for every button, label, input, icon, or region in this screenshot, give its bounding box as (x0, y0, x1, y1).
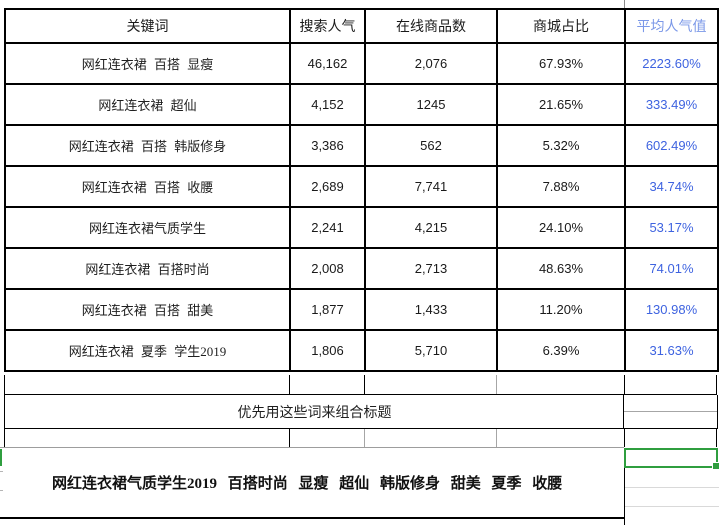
side-cells[interactable] (623, 395, 718, 429)
col-header-avg-popularity[interactable]: 平均人气值 (624, 8, 719, 44)
cell-keyword[interactable]: 网红连衣裙气质学生 (4, 206, 291, 249)
cell-mall-share[interactable]: 21.65% (496, 83, 626, 126)
cell-search-popularity[interactable]: 1,877 (289, 288, 366, 331)
cell-search-popularity[interactable]: 4,152 (289, 83, 366, 126)
cell-keyword[interactable]: 网红连衣裙 百搭 韩版修身 (4, 124, 291, 167)
grid-line (0, 447, 624, 448)
hint-row: 优先用这些词来组合标题 (4, 395, 718, 429)
cell-avg-popularity[interactable]: 333.49% (624, 83, 719, 126)
cell-keyword[interactable]: 网红连衣裙 夏季 学生2019 (4, 329, 291, 372)
cell-online-products[interactable]: 7,741 (364, 165, 498, 208)
table-row: 网红连衣裙 超仙 4,152 1245 21.65% 333.49% (4, 83, 719, 126)
table-row: 网红连衣裙 百搭时尚 2,008 2,713 48.63% 74.01% (4, 247, 719, 290)
cell-online-products[interactable]: 1,433 (364, 288, 498, 331)
keyword-analysis-table: 关键词 搜索人气 在线商品数 商城占比 平均人气值 网红连衣裙 百搭 显瘦 46… (4, 8, 719, 372)
grid-divider (624, 448, 625, 525)
grid-divider (624, 429, 625, 447)
col-header-keyword[interactable]: 关键词 (4, 8, 291, 44)
final-title-cell[interactable]: 网红连衣裙气质学生2019 百搭时尚 显瘦 超仙 韩版修身 甜美 夏季 收腰 (0, 448, 624, 519)
grid-line (0, 490, 3, 491)
cell-keyword[interactable]: 网红连衣裙 百搭时尚 (4, 247, 291, 290)
cell-online-products[interactable]: 562 (364, 124, 498, 167)
cell-mall-share[interactable]: 5.32% (496, 124, 626, 167)
empty-grid-row[interactable] (4, 375, 717, 395)
empty-grid-row[interactable] (4, 429, 717, 447)
cell-search-popularity[interactable]: 2,008 (289, 247, 366, 290)
cell-online-products[interactable]: 2,713 (364, 247, 498, 290)
grid-divider (496, 429, 497, 447)
cell-keyword[interactable]: 网红连衣裙 百搭 甜美 (4, 288, 291, 331)
col-header-online-products[interactable]: 在线商品数 (364, 8, 498, 44)
cell-avg-popularity[interactable]: 53.17% (624, 206, 719, 249)
cell-avg-popularity[interactable]: 2223.60% (624, 42, 719, 85)
cell-online-products[interactable]: 5,710 (364, 329, 498, 372)
cell-online-products[interactable]: 1245 (364, 83, 498, 126)
grid-line (0, 471, 3, 472)
grid-divider (624, 411, 717, 412)
grid-line (625, 487, 719, 488)
table-row: 网红连衣裙 百搭 韩版修身 3,386 562 5.32% 602.49% (4, 124, 719, 167)
cell-search-popularity[interactable]: 2,241 (289, 206, 366, 249)
cell-search-popularity[interactable]: 3,386 (289, 124, 366, 167)
cell-keyword[interactable]: 网红连衣裙 百搭 显瘦 (4, 42, 291, 85)
cell-avg-popularity[interactable]: 31.63% (624, 329, 719, 372)
cell-avg-popularity[interactable]: 602.49% (624, 124, 719, 167)
table-row: 网红连衣裙 百搭 收腰 2,689 7,741 7.88% 34.74% (4, 165, 719, 208)
cell-online-products[interactable]: 4,215 (364, 206, 498, 249)
header-row: 关键词 搜索人气 在线商品数 商城占比 平均人气值 (4, 8, 719, 44)
selection-edge-stub (0, 449, 2, 466)
cell-keyword[interactable]: 网红连衣裙 超仙 (4, 83, 291, 126)
combine-hint-cell[interactable]: 优先用这些词来组合标题 (4, 395, 624, 429)
cell-search-popularity[interactable]: 46,162 (289, 42, 366, 85)
cell-mall-share[interactable]: 7.88% (496, 165, 626, 208)
table-row: 网红连衣裙 百搭 甜美 1,877 1,433 11.20% 130.98% (4, 288, 719, 331)
grid-line (625, 506, 719, 507)
grid-line (624, 0, 625, 8)
cell-search-popularity[interactable]: 2,689 (289, 165, 366, 208)
cell-keyword[interactable]: 网红连衣裙 百搭 收腰 (4, 165, 291, 208)
cell-avg-popularity[interactable]: 34.74% (624, 165, 719, 208)
cell-mall-share[interactable]: 48.63% (496, 247, 626, 290)
cell-mall-share[interactable]: 6.39% (496, 329, 626, 372)
grid-divider (364, 375, 365, 394)
table-row: 网红连衣裙 百搭 显瘦 46,162 2,076 67.93% 2223.60% (4, 42, 719, 85)
cell-mall-share[interactable]: 67.93% (496, 42, 626, 85)
selected-cell[interactable] (624, 448, 719, 470)
cell-search-popularity[interactable]: 1,806 (289, 329, 366, 372)
cell-avg-popularity[interactable]: 74.01% (624, 247, 719, 290)
table-row: 网红连衣裙 夏季 学生2019 1,806 5,710 6.39% 31.63% (4, 329, 719, 372)
cell-avg-popularity[interactable]: 130.98% (624, 288, 719, 331)
grid-divider (496, 375, 497, 394)
cell-online-products[interactable]: 2,076 (364, 42, 498, 85)
grid-divider (289, 429, 290, 447)
col-header-search-popularity[interactable]: 搜索人气 (289, 8, 366, 44)
cell-mall-share[interactable]: 11.20% (496, 288, 626, 331)
fill-handle[interactable] (712, 462, 719, 470)
grid-divider (289, 375, 290, 394)
grid-divider (364, 429, 365, 447)
col-header-mall-share[interactable]: 商城占比 (496, 8, 626, 44)
cell-mall-share[interactable]: 24.10% (496, 206, 626, 249)
grid-divider (624, 375, 625, 394)
table-row: 网红连衣裙气质学生 2,241 4,215 24.10% 53.17% (4, 206, 719, 249)
